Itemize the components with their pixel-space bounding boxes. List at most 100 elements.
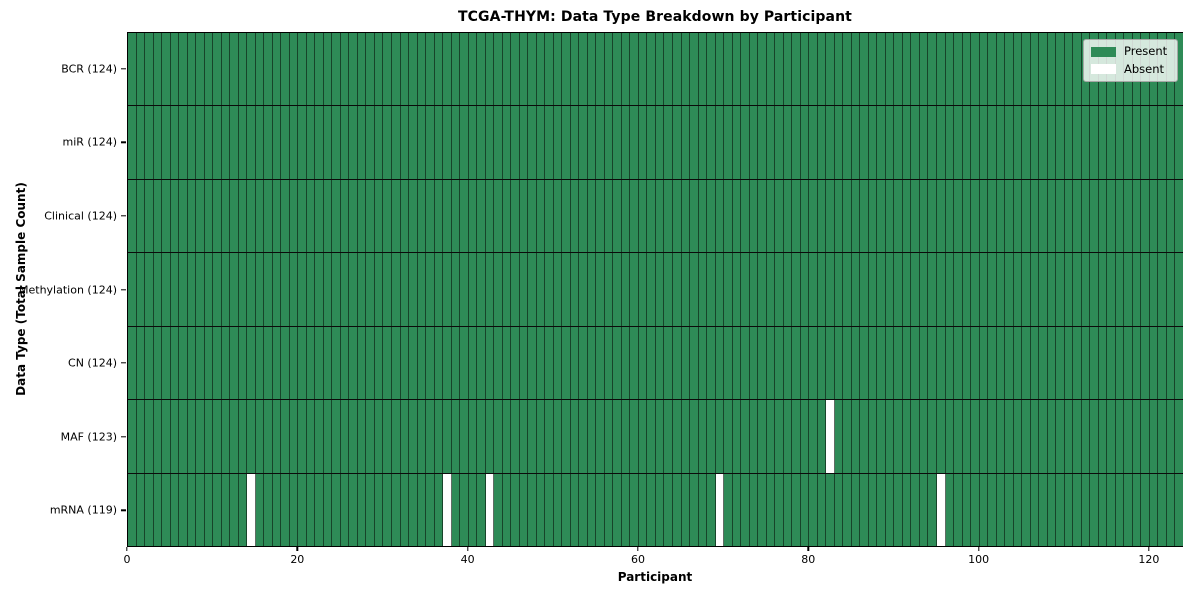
present-cell: [545, 33, 554, 106]
present-cell: [391, 326, 401, 400]
present-cell: [655, 106, 665, 179]
present-cell: [409, 326, 418, 400]
present-cell: [809, 106, 818, 179]
present-cell: [698, 179, 708, 253]
present-cell: [213, 253, 222, 326]
present-cell: [936, 326, 946, 400]
present-cell: [954, 400, 963, 473]
present-cell: [1141, 106, 1150, 179]
present-cell: [1115, 400, 1125, 473]
present-cell: [885, 400, 895, 473]
present-cell: [1158, 179, 1167, 253]
present-cell: [494, 473, 503, 546]
present-cell: [204, 400, 214, 473]
present-cell: [366, 253, 375, 326]
present-cell: [187, 106, 197, 179]
present-cell: [417, 326, 427, 400]
present-cell: [153, 33, 163, 106]
present-cell: [238, 106, 248, 179]
present-cell: [630, 179, 639, 253]
present-cell: [417, 400, 427, 473]
present-cell: [741, 400, 750, 473]
present-cell: [1005, 33, 1014, 106]
absent-cell: [936, 473, 946, 546]
present-cell: [426, 253, 435, 326]
present-cell: [468, 400, 478, 473]
present-cell: [238, 253, 248, 326]
present-cell: [928, 326, 937, 400]
present-cell: [783, 253, 793, 326]
present-cell: [868, 179, 878, 253]
heatmap-row-mir: [128, 106, 1183, 180]
present-cell: [638, 400, 648, 473]
present-cell: [426, 400, 435, 473]
present-cell: [545, 473, 554, 546]
present-cell: [690, 400, 699, 473]
present-cell: [1158, 253, 1167, 326]
present-cell: [596, 33, 605, 106]
present-cell: [766, 33, 776, 106]
present-cell: [332, 106, 341, 179]
present-cell: [698, 33, 708, 106]
present-cell: [1005, 253, 1014, 326]
present-cell: [315, 179, 324, 253]
present-cell: [553, 106, 563, 179]
present-cell: [383, 33, 392, 106]
present-cell: [451, 253, 461, 326]
present-cell: [187, 473, 197, 546]
present-cell: [451, 179, 461, 253]
present-cell: [1030, 33, 1040, 106]
present-cell: [511, 106, 520, 179]
present-cell: [613, 473, 622, 546]
present-cell: [196, 400, 205, 473]
present-cell: [434, 326, 444, 400]
present-cell: [885, 179, 895, 253]
present-cell: [749, 253, 759, 326]
present-cell: [707, 326, 716, 400]
present-cell: [409, 33, 418, 106]
present-cell: [451, 106, 461, 179]
present-cell: [638, 253, 648, 326]
present-cell: [860, 473, 869, 546]
present-cell: [519, 33, 529, 106]
present-cell: [732, 106, 742, 179]
x-tick-mark: [807, 547, 809, 551]
present-cell: [996, 253, 1006, 326]
present-cell: [621, 179, 631, 253]
present-cell: [1056, 473, 1065, 546]
present-cell: [1047, 253, 1057, 326]
present-cell: [357, 473, 367, 546]
present-cell: [162, 106, 171, 179]
present-cell: [562, 253, 571, 326]
absent-cell: [443, 473, 452, 546]
present-cell: [954, 253, 963, 326]
present-cell: [264, 253, 273, 326]
present-cell: [971, 326, 980, 400]
present-cell: [1022, 473, 1031, 546]
present-cell: [179, 253, 188, 326]
present-cell: [536, 253, 546, 326]
present-cell: [170, 400, 180, 473]
present-cell: [698, 326, 708, 400]
present-cell: [417, 33, 427, 106]
present-cell: [502, 400, 512, 473]
present-cell: [758, 253, 767, 326]
present-cell: [264, 179, 273, 253]
present-cell: [690, 106, 699, 179]
present-cell: [162, 400, 171, 473]
present-cell: [604, 33, 614, 106]
present-cell: [272, 400, 282, 473]
present-cell: [545, 179, 554, 253]
present-cell: [1124, 400, 1133, 473]
present-cell: [766, 326, 776, 400]
present-cell: [971, 179, 980, 253]
present-cell: [519, 473, 529, 546]
present-cell: [945, 33, 955, 106]
present-cell: [247, 326, 256, 400]
present-cell: [843, 106, 852, 179]
present-cell: [528, 400, 537, 473]
absent-cell: [715, 473, 725, 546]
present-cell: [587, 473, 597, 546]
present-cell: [996, 33, 1006, 106]
